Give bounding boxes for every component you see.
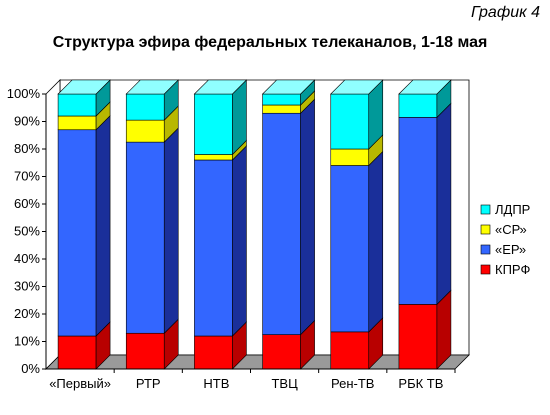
- bar-segment-side: [300, 98, 315, 336]
- legend-label: «ЕР»: [495, 242, 526, 257]
- bar-segment-front: [330, 93, 370, 150]
- legend-swatch: [480, 244, 491, 255]
- figure-label: График 4: [471, 4, 540, 21]
- legend-swatch: [480, 204, 491, 215]
- x-tick-label: РТР: [136, 376, 161, 391]
- bar-stack: [125, 79, 179, 370]
- bar-segment-front: [330, 165, 370, 333]
- bar-segment-front: [57, 115, 97, 131]
- y-tick-label: 40%: [14, 251, 40, 266]
- bar-top-face: [261, 79, 316, 95]
- y-tick-label: 0%: [21, 361, 40, 376]
- legend-label: ЛДПР: [495, 202, 530, 217]
- y-tick-label: 90%: [14, 114, 40, 129]
- chart-title: Структура эфира федеральных телеканалов,…: [52, 34, 488, 51]
- bar-segment-front: [398, 304, 438, 370]
- bar-segment-front: [57, 129, 97, 337]
- bar-segment-side: [368, 150, 384, 333]
- bar-segment-front: [194, 159, 233, 337]
- legend-label: КПРФ: [495, 262, 530, 277]
- y-tick-label: 20%: [14, 306, 40, 321]
- bar-segment-front: [125, 119, 165, 143]
- y-tick-label: 50%: [14, 224, 40, 239]
- bar-segment-front: [125, 93, 165, 121]
- bar-segment-front: [125, 141, 165, 334]
- bar-stack: [398, 79, 452, 370]
- x-tick-label: Рен-ТВ: [331, 376, 374, 391]
- y-tick-label: 100%: [7, 86, 41, 101]
- bar-top-face: [193, 79, 248, 95]
- bar-segment-front: [125, 332, 165, 370]
- bar-top-face: [125, 79, 179, 95]
- legend-swatch: [480, 264, 491, 275]
- x-axis: «Первый» РТР НТВ ТВЦ Рен-ТВ РБК ТВ: [46, 368, 456, 391]
- bar-stack: [330, 79, 384, 370]
- x-tick-label: «Первый»: [49, 376, 111, 391]
- legend-label: «СР»: [495, 222, 527, 237]
- x-tick-label: НТВ: [203, 376, 229, 391]
- y-tick-label: 30%: [14, 279, 40, 294]
- bar-segment-front: [262, 93, 301, 106]
- bar-segment-front: [262, 104, 301, 114]
- legend-swatch: [480, 224, 491, 235]
- legend: ЛДПР «СР» «ЕР» КПРФ: [480, 202, 530, 277]
- bar-segment-front: [57, 335, 97, 370]
- y-axis: 0% 10% 20% 30% 40% 50% 60% 70% 80% 90% 100%: [7, 86, 47, 376]
- bar-segment-side: [436, 102, 452, 306]
- bar-top-face: [57, 79, 111, 95]
- bar-segment-front: [194, 93, 233, 155]
- bar-stack: [57, 79, 111, 370]
- bar-top-face: [330, 79, 384, 95]
- bar-segment-front: [398, 93, 438, 118]
- bar-segment-front: [330, 331, 370, 370]
- bar-segment-front: [57, 93, 97, 117]
- bar-segment-side: [232, 145, 247, 337]
- bar-segment-front: [398, 117, 438, 305]
- bar-segment-side: [95, 115, 111, 337]
- bar-segment-front: [194, 335, 233, 370]
- bars: [57, 79, 452, 370]
- bar-segment-side: [163, 127, 179, 334]
- bar-segment-front: [262, 112, 301, 335]
- y-tick-label: 80%: [14, 141, 40, 156]
- bar-stack: [261, 79, 316, 370]
- bar-top-face: [398, 79, 452, 95]
- x-tick-label: РБК ТВ: [398, 376, 443, 391]
- bar-segment-front: [330, 148, 370, 166]
- bar-segment-front: [194, 154, 233, 161]
- y-tick-label: 70%: [14, 169, 40, 184]
- bar-segment-front: [262, 334, 301, 370]
- y-tick-label: 10%: [14, 334, 40, 349]
- y-tick-label: 60%: [14, 196, 40, 211]
- bar-stack: [193, 79, 248, 370]
- x-tick-label: ТВЦ: [271, 376, 298, 391]
